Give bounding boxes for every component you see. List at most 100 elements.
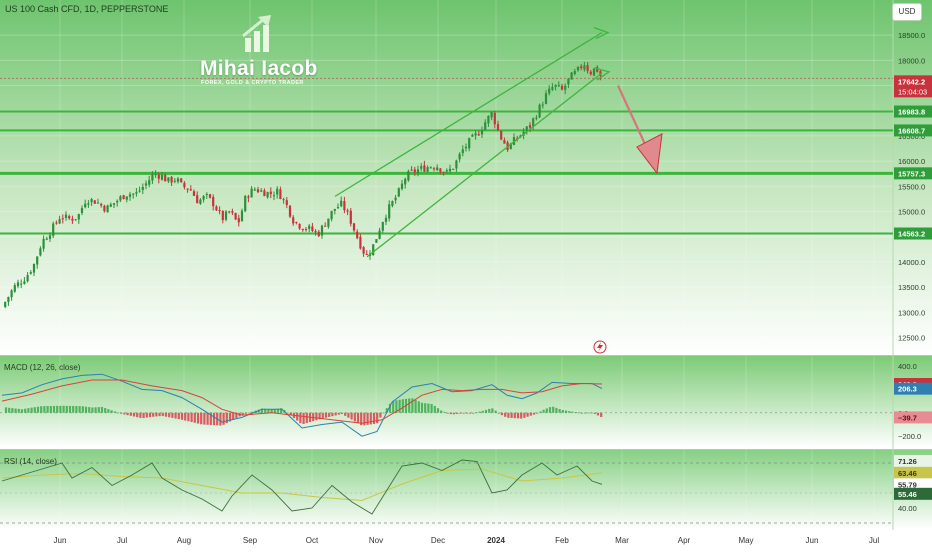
candle-body <box>13 285 16 292</box>
candle-body <box>240 210 244 222</box>
price-axis-tick-label: 15000.0 <box>898 207 925 216</box>
macd-histogram-bar <box>334 412 337 416</box>
macd-histogram-bar <box>600 412 603 418</box>
forecast-arrow-shaft[interactable] <box>617 85 648 149</box>
candle-body <box>285 200 288 205</box>
macd-histogram-bar <box>248 412 251 414</box>
candle-body <box>228 211 231 213</box>
candle-body <box>29 272 32 274</box>
candle-body <box>173 180 176 182</box>
macd-histogram-bar <box>110 410 113 413</box>
candle-body <box>260 190 263 192</box>
macd-histogram-bar <box>481 410 484 413</box>
macd-histogram-bar <box>180 412 184 420</box>
candle-body <box>509 143 512 149</box>
candle-body <box>199 199 202 204</box>
macd-histogram-bar <box>49 405 52 413</box>
macd-histogram-bar <box>372 412 376 424</box>
currency-button[interactable]: USD <box>892 3 922 21</box>
macd-histogram-bar <box>446 412 449 414</box>
candle-body <box>122 195 125 200</box>
candle-body <box>256 189 260 193</box>
macd-histogram-bar <box>177 412 180 420</box>
macd-histogram-bar <box>184 412 187 421</box>
candle-body <box>400 183 404 189</box>
macd-histogram-bar <box>414 399 417 413</box>
candle-body <box>426 167 429 172</box>
macd-histogram-bar <box>363 412 366 426</box>
macd-histogram-bar <box>539 411 542 413</box>
channel-lower-line[interactable] <box>366 72 603 258</box>
time-axis-tick-label: Jun <box>806 536 819 545</box>
candle-body <box>96 202 100 204</box>
macd-histogram-bar <box>593 412 596 414</box>
channel-upper-line[interactable] <box>334 32 603 197</box>
candle-body <box>128 194 132 197</box>
candle-body <box>461 149 464 154</box>
macd-histogram-bar <box>520 412 523 419</box>
candle-body <box>119 196 122 201</box>
lightning-bolt-icon[interactable] <box>593 340 607 354</box>
candle-body <box>64 214 68 219</box>
macd-histogram-bar <box>142 412 145 419</box>
candle-body <box>304 229 308 231</box>
candle-body <box>231 211 234 213</box>
macd-histogram-bar <box>337 412 340 415</box>
candle-body <box>580 66 583 69</box>
chart-title: US 100 Cash CFD, 1D, PEPPERSTONE <box>5 4 169 14</box>
candle-body <box>45 238 48 240</box>
candle-body <box>420 166 423 169</box>
candle-body <box>365 253 368 255</box>
macd-histogram-bar <box>104 408 107 413</box>
macd-histogram-bar <box>548 407 552 413</box>
macd-histogram-bar <box>24 408 27 413</box>
candle-body <box>279 189 282 199</box>
candle-body <box>532 118 535 127</box>
macd-histogram-bar <box>366 412 369 425</box>
price-axis-tick-label: 15500.0 <box>898 182 925 191</box>
time-axis-tick-label: Nov <box>369 536 383 545</box>
macd-histogram-bar <box>420 402 424 413</box>
macd-histogram-bar <box>94 407 97 413</box>
macd-histogram-bar <box>164 412 168 417</box>
candle-body <box>445 170 448 172</box>
candle-body <box>362 247 365 254</box>
candle-body <box>592 68 596 76</box>
candle-body <box>551 86 554 90</box>
candle-body <box>266 192 269 198</box>
macd-histogram-bar <box>596 412 600 416</box>
macd-histogram-bar <box>436 408 440 413</box>
candle-body <box>525 126 528 132</box>
macd-histogram-bar <box>443 411 446 413</box>
candle-body <box>234 212 237 220</box>
candle-body <box>490 112 493 118</box>
macd-histogram-bar <box>299 412 302 424</box>
macd-histogram-bar <box>513 412 516 419</box>
macd-histogram-bar <box>139 412 142 418</box>
level-price-tag-bg <box>894 167 932 180</box>
candle-body <box>77 214 80 220</box>
candle-body <box>68 216 71 219</box>
macd-histogram-bar <box>321 412 324 419</box>
candle-body <box>356 231 359 239</box>
candle-body <box>39 248 42 256</box>
candle-body <box>496 124 500 130</box>
macd-histogram-bar <box>30 407 33 413</box>
candle-body <box>167 177 170 182</box>
time-axis[interactable] <box>0 530 932 550</box>
candle-body <box>570 72 573 80</box>
candle-body <box>327 218 330 227</box>
macd-histogram-bar <box>193 412 196 423</box>
macd-histogram-bar <box>56 405 59 413</box>
candle-body <box>26 275 29 282</box>
macd-axis-tick-label: 400.0 <box>898 362 917 371</box>
macd-histogram-bar <box>232 412 235 420</box>
macd-histogram-bar <box>206 412 209 425</box>
rsi-ma-value-tag-bg <box>894 466 932 479</box>
candle-body <box>391 201 394 206</box>
macd-histogram-bar <box>171 412 174 418</box>
candle-body <box>480 130 484 135</box>
macd-histogram-bar <box>84 406 88 413</box>
